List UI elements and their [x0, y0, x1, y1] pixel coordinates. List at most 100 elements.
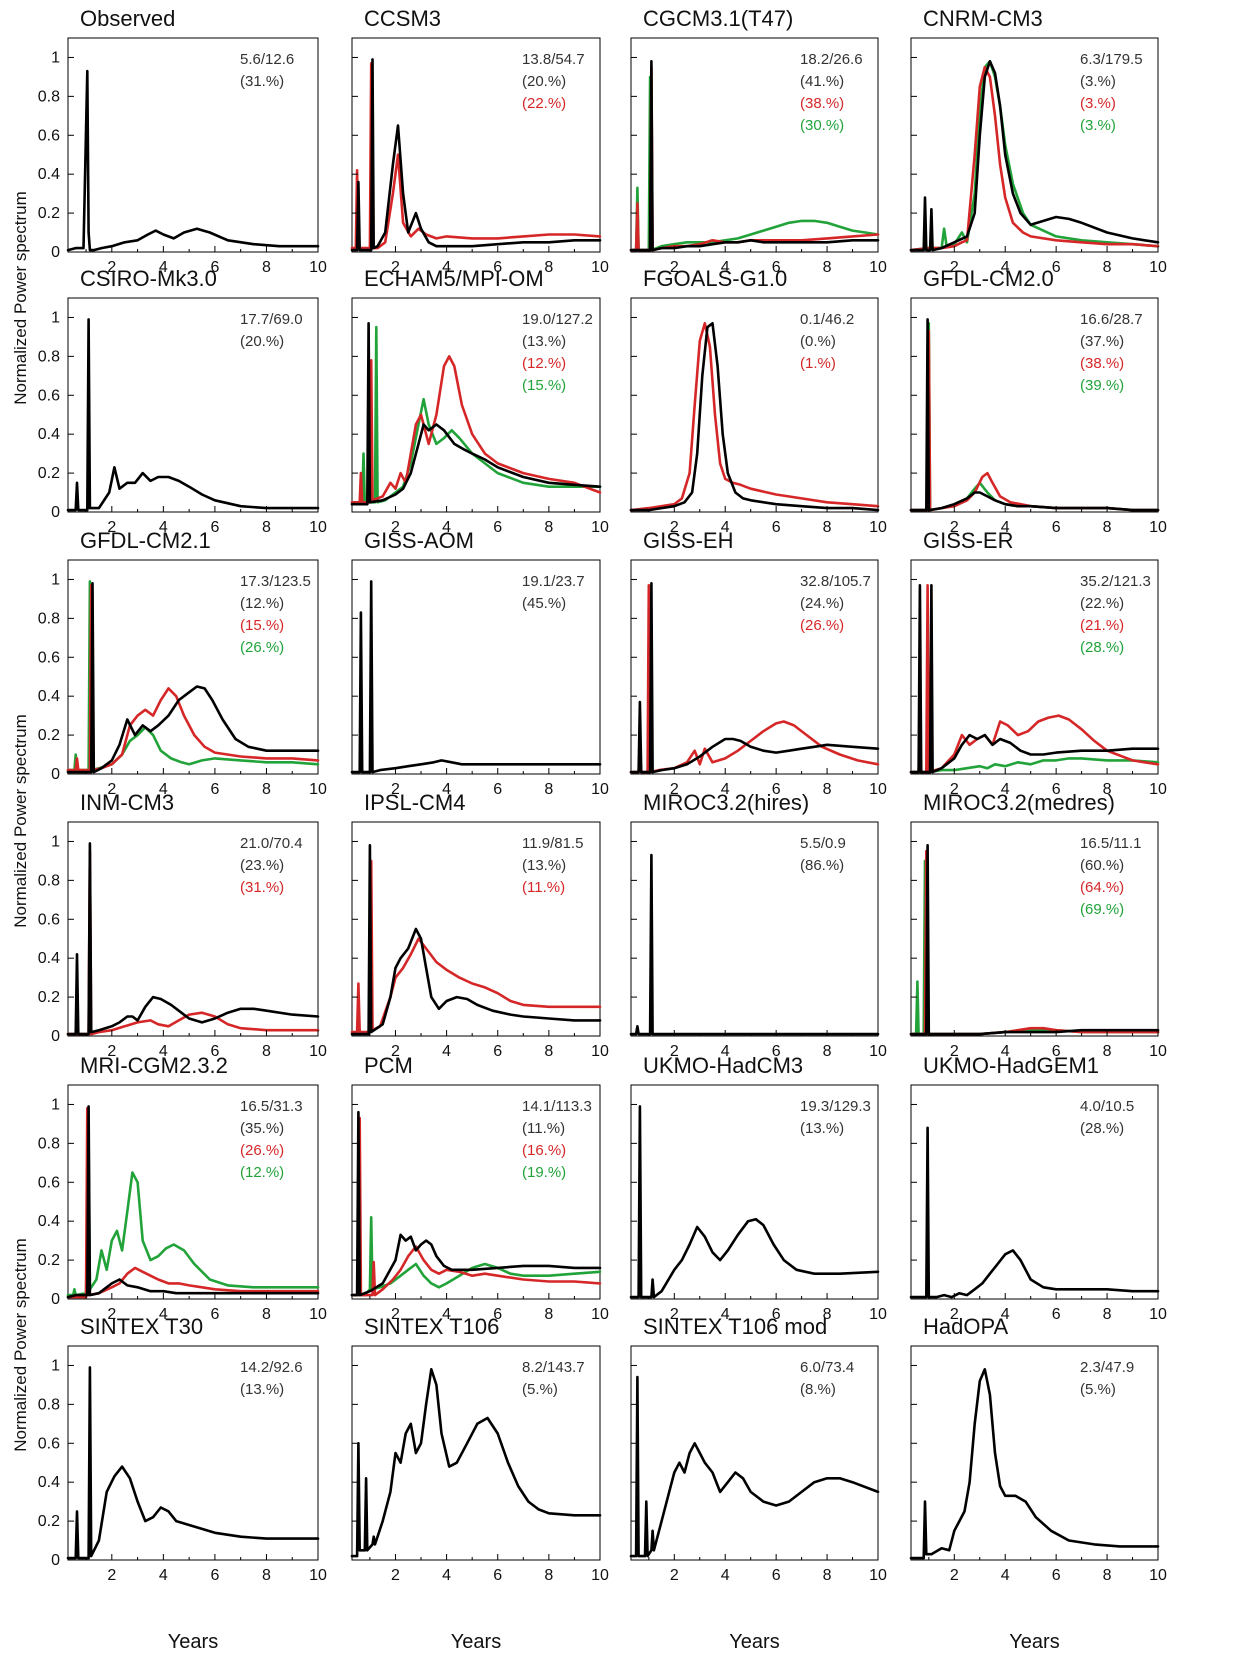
panel-title: MIROC3.2(hires) [643, 790, 809, 815]
stat-label: (1.%) [800, 355, 836, 372]
stat-label: 4.0/10.5 [1080, 1098, 1134, 1115]
x-tick-label: 8 [544, 259, 553, 276]
plot-frame [67, 821, 319, 1037]
y-axis-label: Normalized Power spectrum [11, 1238, 30, 1452]
stat-label: (3.%) [1080, 73, 1116, 90]
y-tick-label: 0.4 [38, 1474, 60, 1491]
stat-label: 2.3/47.9 [1080, 1359, 1134, 1376]
panel-title: CNRM-CM3 [923, 6, 1043, 31]
series-line-black [909, 1126, 1160, 1299]
y-tick-label: 0.4 [38, 950, 60, 967]
x-tick-label: 4 [442, 519, 451, 536]
y-tick-label: 0 [51, 766, 60, 783]
y-tick-label: 1 [51, 571, 60, 588]
stat-label: 32.8/105.7 [800, 573, 871, 590]
x-tick-label: 4 [1001, 781, 1010, 798]
x-tick-label: 8 [1103, 1567, 1112, 1584]
y-tick-label: 0.8 [38, 1396, 60, 1413]
stat-label: (15.%) [522, 377, 566, 394]
x-axis-label: Years [168, 1631, 218, 1653]
y-tick-label: 0.6 [38, 127, 60, 144]
x-tick-label: 6 [772, 1306, 781, 1323]
x-tick-label: 10 [591, 259, 609, 276]
stat-label: (24.%) [800, 595, 844, 612]
x-tick-label: 4 [442, 1306, 451, 1323]
panel-sintex-t106-mod: SINTEX T106 mod 2 4 6 8 10 6.0/73.4 (8.%) [629, 1314, 887, 1584]
x-tick-label: 8 [262, 1043, 271, 1060]
x-tick-label: 4 [159, 1043, 168, 1060]
plot-frame [351, 1345, 601, 1561]
stat-label: (5.%) [522, 1381, 558, 1398]
x-tick-label: 6 [1052, 259, 1061, 276]
stat-label: (28.%) [1080, 639, 1124, 656]
x-tick-label: 2 [670, 1567, 679, 1584]
panel-fgoals-g1-0: FGOALS-G1.0 2 4 6 8 10 0.1/46.2 (0.%) (1.%) [629, 266, 887, 536]
y-axis-label: Normalized Power spectrum [11, 714, 30, 928]
series-line-black [629, 853, 880, 1036]
panel-title: MIROC3.2(medres) [923, 790, 1115, 815]
stat-label: (22.%) [522, 95, 566, 112]
x-tick-label: 2 [950, 519, 959, 536]
series-line-black [629, 1105, 880, 1299]
panel-title: CSIRO-Mk3.0 [80, 266, 217, 291]
x-tick-label: 8 [544, 1043, 553, 1060]
series-line-black [350, 843, 602, 1036]
y-tick-label: 0.6 [38, 1174, 60, 1191]
y-tick-label: 1 [51, 309, 60, 326]
x-tick-label: 4 [721, 1043, 730, 1060]
panel-title: SINTEX T30 [80, 1314, 203, 1339]
stat-label: 16.6/28.7 [1080, 311, 1143, 328]
panel-title: GFDL-CM2.0 [923, 266, 1054, 291]
stat-label: 19.3/129.3 [800, 1098, 871, 1115]
panel-hadopa: HadOPA 2 4 6 8 10 2.3/47.9 (5.%) [909, 1314, 1167, 1584]
x-tick-label: 2 [950, 1306, 959, 1323]
panel-ipsl-cm4: IPSL-CM4 2 4 6 8 10 11.9/81.5 (13.%) (11.%) [350, 790, 609, 1060]
plot-frame [630, 821, 879, 1037]
series-line-black [629, 1375, 880, 1558]
x-tick-label: 2 [950, 1567, 959, 1584]
x-tick-label: 2 [107, 1306, 116, 1323]
x-tick-label: 8 [823, 1567, 832, 1584]
x-tick-label: 6 [1052, 1567, 1061, 1584]
x-tick-label: 10 [1149, 1043, 1167, 1060]
panel-title: ECHAM5/MPI-OM [364, 266, 544, 291]
series-line-black [909, 59, 1160, 252]
stat-label: (26.%) [240, 639, 284, 656]
series-line-green [350, 325, 602, 504]
x-tick-label: 10 [869, 519, 887, 536]
plot-frame [910, 1084, 1159, 1300]
x-tick-label: 8 [262, 259, 271, 276]
y-tick-label: 1 [51, 49, 60, 66]
x-tick-label: 6 [772, 781, 781, 798]
y-tick-label: 0.4 [38, 166, 60, 183]
stat-label: 18.2/26.6 [800, 51, 863, 68]
series-line-green [909, 757, 1160, 774]
y-tick-label: 0.4 [38, 426, 60, 443]
panel-title: CCSM3 [364, 6, 441, 31]
series-line-black [66, 318, 320, 512]
stat-label: (16.%) [522, 1142, 566, 1159]
x-tick-label: 6 [493, 1306, 502, 1323]
stat-label: 5.5/0.9 [800, 835, 846, 852]
plot-frame [910, 37, 1159, 253]
stat-label: (64.%) [1080, 879, 1124, 896]
panel-mri-cgm2-3-2: MRI-CGM2.3.2 2 4 6 8 10 0 0.2 0.4 0.6 0.8 1 16.5/31.… [38, 1053, 327, 1323]
series-line-black [909, 843, 1160, 1036]
series-line-black [66, 1366, 320, 1560]
plot-frame [630, 297, 879, 513]
y-tick-label: 0.2 [38, 1252, 60, 1269]
stat-label: 13.8/54.7 [522, 51, 585, 68]
stat-label: (31.%) [240, 73, 284, 90]
series-line-black [350, 1110, 602, 1297]
x-tick-label: 2 [391, 259, 400, 276]
stat-label: (37.%) [1080, 333, 1124, 350]
x-tick-label: 10 [591, 1567, 609, 1584]
stat-label: (26.%) [800, 617, 844, 634]
stat-label: 8.2/143.7 [522, 1359, 585, 1376]
series-line-black [909, 583, 1160, 774]
x-tick-label: 10 [309, 781, 327, 798]
stat-label: 17.3/123.5 [240, 573, 311, 590]
y-tick-label: 0.2 [38, 1513, 60, 1530]
x-tick-label: 4 [159, 1567, 168, 1584]
x-tick-label: 4 [721, 781, 730, 798]
